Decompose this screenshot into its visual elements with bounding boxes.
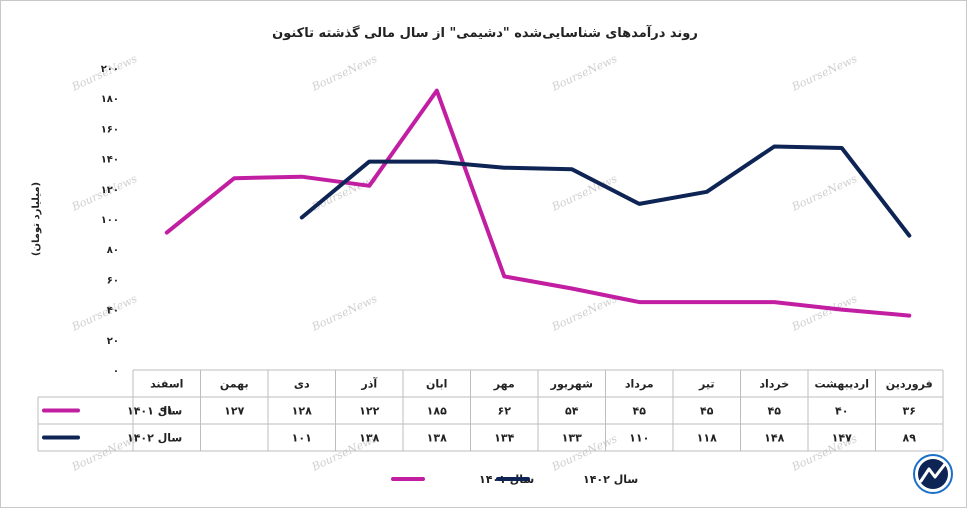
category-label: فروردین bbox=[886, 378, 933, 391]
table-cell-value: ۴۵ bbox=[633, 405, 647, 418]
watermark-text: BourseNews bbox=[549, 172, 620, 214]
watermark-text: BourseNews bbox=[549, 52, 620, 94]
table-cell-value: ۳۶ bbox=[903, 405, 916, 418]
y-tick-label: ۱۰۰ bbox=[101, 215, 119, 226]
table-cell-value: ۱۲۸ bbox=[292, 405, 312, 418]
category-label: اردیبهشت bbox=[815, 378, 869, 391]
category-label: مهر bbox=[493, 378, 515, 391]
series-lines bbox=[164, 88, 912, 318]
y-tick-label: ۸۰ bbox=[107, 245, 119, 256]
table-cell-value: ۸۹ bbox=[903, 432, 917, 445]
y-tick-label: ۱۶۰ bbox=[101, 124, 119, 135]
category-label: خرداد bbox=[759, 378, 789, 391]
category-label: دی bbox=[294, 378, 310, 391]
category-label: اسفند bbox=[150, 378, 183, 391]
category-label: مرداد bbox=[625, 378, 654, 391]
table-cell-value: ۱۴۸ bbox=[764, 432, 784, 445]
watermark-text: BourseNews bbox=[309, 292, 380, 334]
table-series-name: سال ۱۴۰۲ bbox=[127, 432, 182, 445]
legend-label-2: سال ۱۴۰۲ bbox=[583, 473, 638, 486]
table-cell-value: ۴۰ bbox=[835, 405, 848, 418]
series-line-2 bbox=[299, 144, 912, 238]
table-cell-value: ۱۲۷ bbox=[224, 405, 244, 418]
table-cell-value: ۱۱۸ bbox=[697, 432, 717, 445]
table-cell-value: ۱۰۱ bbox=[292, 432, 312, 445]
table-cell-value: ۱۲۲ bbox=[359, 405, 379, 418]
chart-title: روند درآمدهای شناسایی‌شده "دشیمی" از سال… bbox=[272, 24, 698, 41]
y-tick-label: ۱۴۰ bbox=[101, 155, 119, 166]
table-cell-value: ۹۱ bbox=[160, 405, 173, 418]
watermark-text: BourseNews bbox=[789, 172, 860, 214]
y-tick-label: ۲۰۰ bbox=[101, 64, 119, 75]
watermark-text: BourseNews bbox=[309, 52, 380, 94]
category-label: شهریور bbox=[550, 378, 593, 391]
watermark-text: BourseNews bbox=[789, 52, 860, 94]
table-cell-value: ۱۳۸ bbox=[359, 432, 379, 445]
table-cell-value: ۴۵ bbox=[768, 405, 782, 418]
y-axis-label: (میلیارد تومان) bbox=[31, 182, 42, 256]
series-line-1 bbox=[164, 88, 912, 318]
table-cell-value: ۱۴۷ bbox=[832, 432, 852, 445]
table-cell-value: ۵۴ bbox=[565, 405, 579, 418]
table-cell-value: ۱۱۰ bbox=[629, 432, 649, 445]
category-label: ابان bbox=[426, 378, 447, 391]
y-tick-label: ۲۰ bbox=[107, 336, 119, 347]
logo-trend-icon bbox=[919, 462, 947, 483]
table-cell-value: ۱۳۸ bbox=[427, 432, 447, 445]
data-table: فروردین اردیبهشت خرداد تیر مرداد شهریور مهر ابا… bbox=[37, 369, 944, 452]
watermark-text: BourseNews bbox=[789, 292, 860, 334]
table-cell-value: ۶۲ bbox=[498, 405, 512, 418]
category-label: بهمن bbox=[220, 378, 249, 391]
y-tick-label: ۱۲۰ bbox=[101, 185, 119, 196]
category-label: تیر bbox=[698, 378, 714, 391]
table-cell-value: ۴۵ bbox=[700, 405, 714, 418]
y-tick-label: ۴۰ bbox=[107, 306, 119, 317]
watermark-text: BourseNews bbox=[69, 292, 140, 334]
y-tick-label: ۰ bbox=[113, 366, 119, 377]
logo bbox=[913, 454, 953, 494]
category-label: آذر bbox=[360, 377, 377, 391]
table-cell-value: ۱۳۴ bbox=[494, 432, 514, 445]
watermark-text: BourseNews bbox=[549, 432, 620, 474]
table-series-name: سال ۱۴۰۱ bbox=[127, 405, 182, 418]
table-cell-value: ۱۳۳ bbox=[562, 432, 582, 445]
y-tick-label: ۶۰ bbox=[107, 275, 119, 286]
table-cell-value: ۱۸۵ bbox=[427, 405, 447, 418]
watermark-text: BourseNews bbox=[549, 292, 620, 334]
y-axis-ticks: ۰ ۲۰ ۴۰ ۶۰ ۸۰ ۱۰۰ ۱۲۰ ۱۴۰ ۱۶۰ ۱۸۰ ۲۰۰ bbox=[101, 64, 119, 377]
y-tick-label: ۱۸۰ bbox=[101, 94, 119, 105]
